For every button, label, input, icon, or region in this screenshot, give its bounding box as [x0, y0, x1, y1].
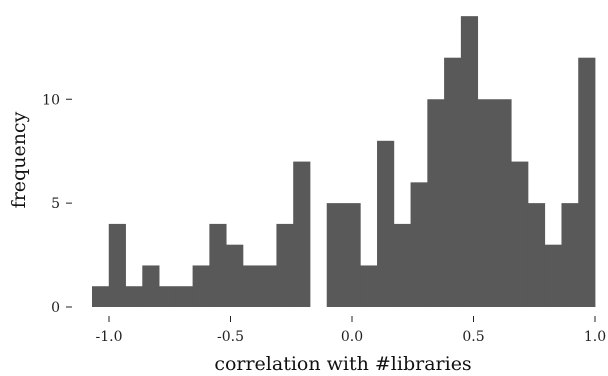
histogram-bar	[494, 99, 512, 307]
histogram-bar	[527, 203, 546, 307]
histogram-bar	[410, 182, 428, 307]
histogram-bar	[477, 99, 495, 307]
histogram-bar	[343, 203, 361, 307]
x-axis-label: correlation with #libraries	[214, 353, 471, 375]
x-tick-label: 1.0	[584, 329, 606, 345]
x-tick-label: 0.0	[341, 329, 363, 345]
x-tick-label: 0.5	[462, 329, 484, 345]
histogram-bars	[92, 16, 596, 308]
histogram-bar	[561, 203, 579, 307]
histogram-bar	[92, 286, 110, 307]
histogram-bar	[159, 286, 177, 307]
histogram-bar	[326, 203, 344, 307]
histogram-bar	[377, 140, 395, 307]
histogram-bar	[393, 223, 411, 307]
y-axis: 0 5 10	[42, 92, 72, 316]
x-tick-label: -0.5	[217, 329, 244, 345]
histogram-bar	[427, 99, 445, 307]
histogram-bar	[108, 223, 126, 307]
histogram-bar	[226, 244, 244, 307]
histogram-bar	[276, 223, 294, 307]
histogram-bar	[142, 265, 160, 307]
histogram-bar	[511, 161, 529, 307]
histogram-bar	[578, 57, 596, 308]
histogram-bar	[293, 161, 311, 307]
y-tick-label: 10	[42, 92, 60, 108]
x-axis: -1.0 -0.5 0.0 0.5 1.0	[96, 316, 606, 345]
histogram-bar	[460, 16, 479, 308]
x-tick-label: -1.0	[96, 329, 123, 345]
histogram-bar	[209, 223, 227, 307]
y-tick-label: 0	[51, 300, 60, 316]
histogram-bar	[444, 57, 462, 308]
histogram-bar	[544, 244, 562, 307]
histogram-bar	[175, 286, 193, 307]
histogram-bar	[242, 265, 261, 307]
histogram-bar	[259, 265, 277, 307]
histogram-bar	[360, 265, 378, 307]
y-axis-label: frequency	[8, 111, 30, 208]
y-tick-label: 5	[51, 196, 60, 212]
histogram-bar	[125, 286, 143, 307]
histogram-bar	[192, 265, 210, 307]
